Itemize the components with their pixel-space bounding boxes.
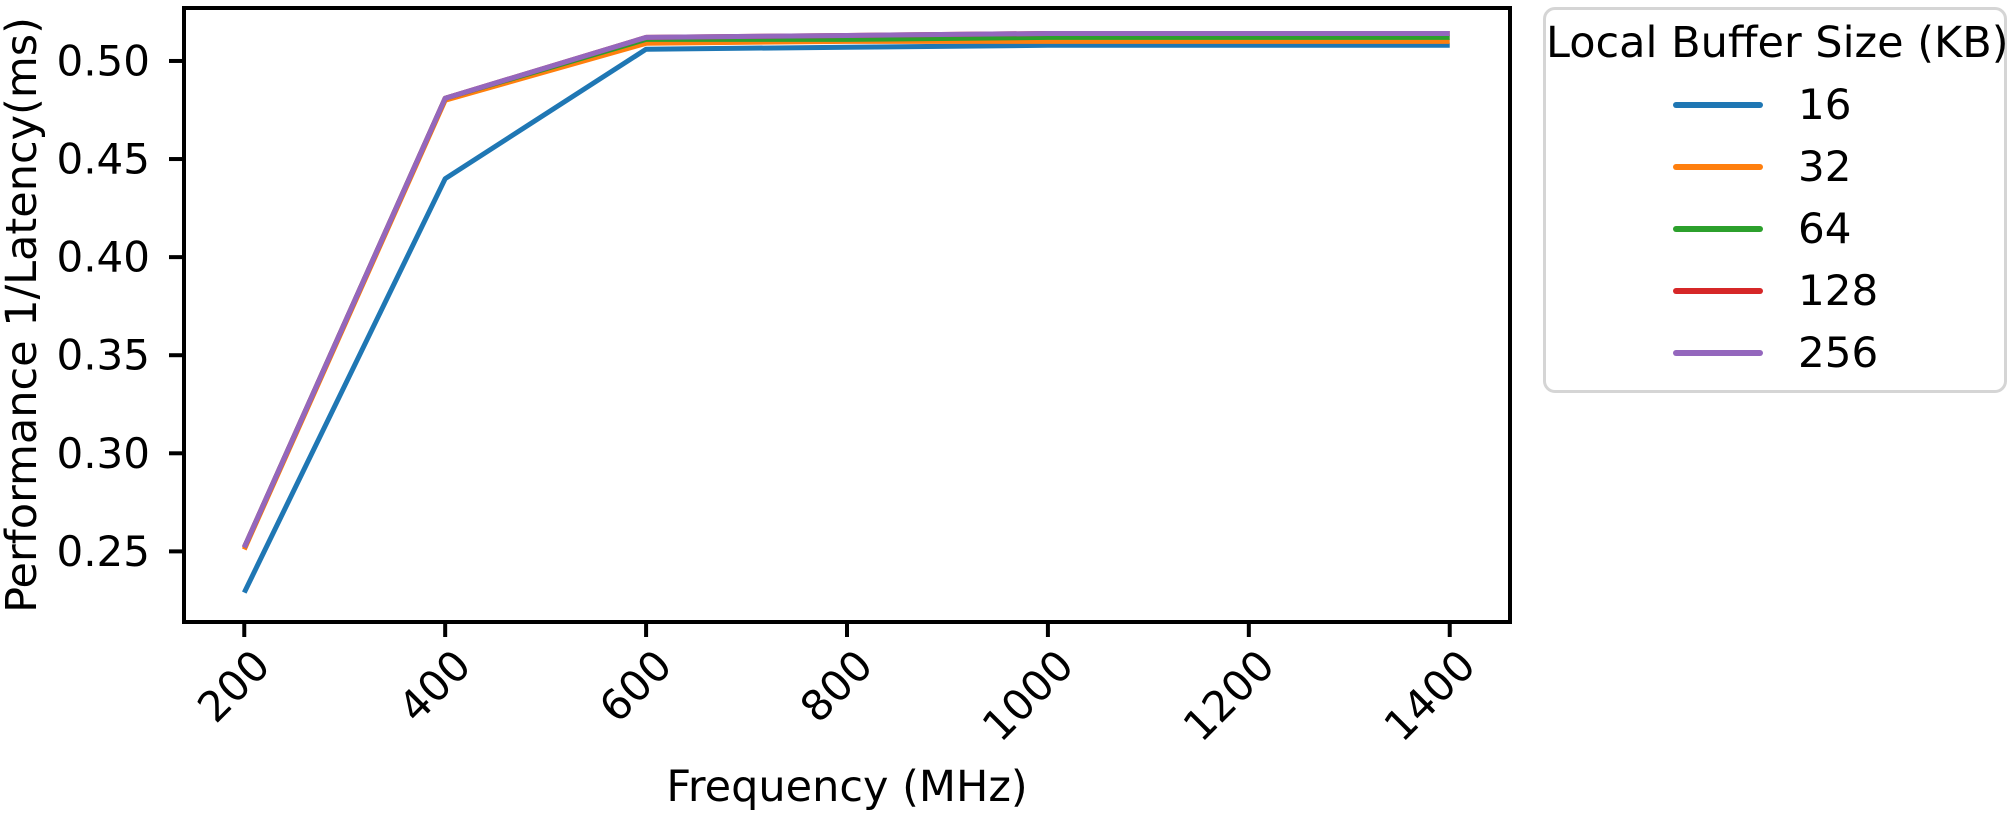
x-tick-label: 600 [590,640,681,731]
x-tick-label: 800 [791,640,882,731]
x-axis-label: Frequency (MHz) [666,762,1027,812]
x-tick-label: 1000 [973,640,1083,750]
plot-border [182,6,1512,624]
legend-entry-label: 16 [1798,79,1852,129]
legend-line-sample [1673,101,1763,108]
y-axis-label: Performance 1/Latency(ms) [0,17,47,613]
legend-line-sample [1673,163,1763,170]
legend-entry-16: 16 [1546,74,2004,136]
legend-line-sample [1673,349,1763,356]
y-tick-label: 0.45 [56,135,150,184]
x-tick-label: 400 [389,640,480,731]
series-line-64 [241,34,1450,549]
legend-entry-32: 32 [1546,136,2004,198]
series-line-16 [242,42,1450,594]
legend-entries: 16 32 64 128 256 [1546,74,2004,384]
y-tick-label: 0.50 [56,36,150,85]
series-line-32 [241,38,1450,551]
legend-entry-label: 32 [1798,141,1852,191]
legend-title: Local Buffer Size (KB) [1546,18,2009,68]
legend-line-sample [1673,287,1763,294]
legend-entry-label: 256 [1798,327,1879,377]
series-line-128 [241,31,1450,549]
y-tick-label: 0.40 [56,233,150,282]
legend-entry-label: 64 [1798,203,1852,253]
series-line-256 [241,31,1450,549]
legend-box: Local Buffer Size (KB) 16 32 64 128 256 [1543,7,2009,393]
x-tick-label: 1400 [1375,640,1485,750]
legend-entry-256: 256 [1546,322,2004,384]
y-tick-label: 0.25 [56,527,150,576]
legend-entry-label: 128 [1798,265,1879,315]
legend-entry-64: 64 [1546,198,2004,260]
y-tick-label: 0.30 [56,429,150,478]
legend-line-sample [1673,225,1763,232]
x-tick-label: 1200 [1174,640,1284,750]
y-tick-label: 0.35 [56,331,150,380]
legend-entry-128: 128 [1546,260,2004,322]
x-tick-label: 200 [188,640,279,731]
